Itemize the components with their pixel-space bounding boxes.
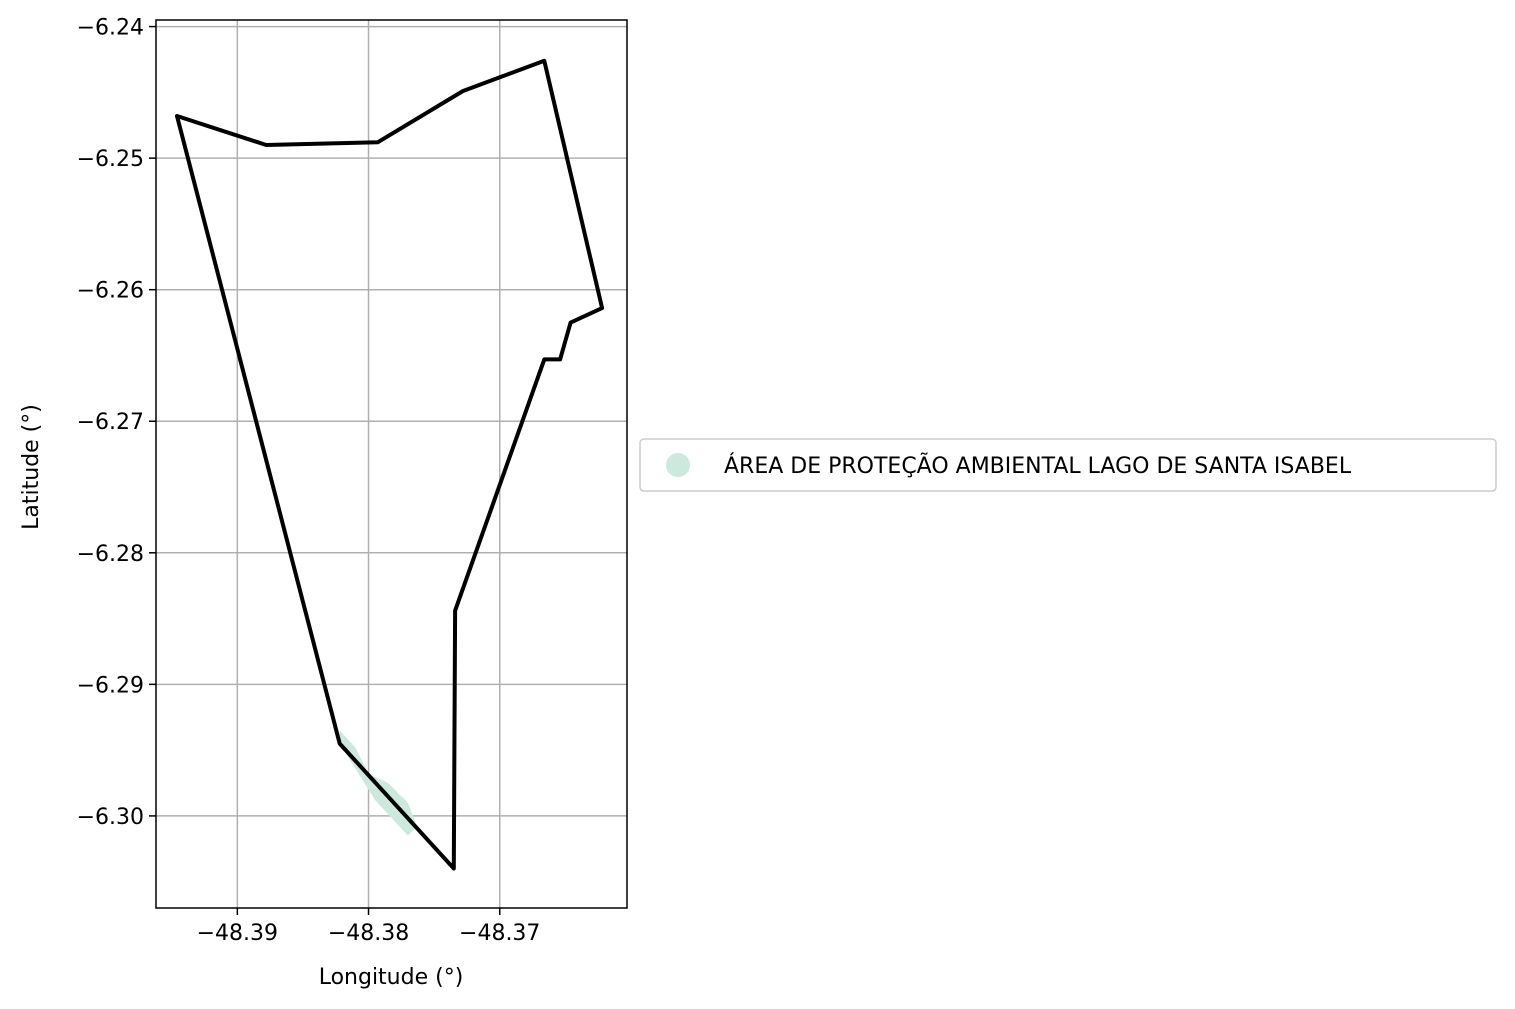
x-tick-label: −48.39 <box>197 921 278 946</box>
x-tick-label: −48.38 <box>328 921 409 946</box>
y-tick-label: −6.25 <box>77 147 144 172</box>
legend: ÁREA DE PROTEÇÃO AMBIENTAL LAGO DE SANTA… <box>639 438 1497 492</box>
y-tick-label: −6.30 <box>77 805 144 830</box>
map-shapes <box>175 58 605 871</box>
legend-box <box>639 438 1497 492</box>
legend-label: ÁREA DE PROTEÇÃO AMBIENTAL LAGO DE SANTA… <box>724 452 1352 479</box>
x-axis-title: Longitude (°) <box>319 965 464 990</box>
y-tick-label: −6.29 <box>77 673 144 698</box>
y-tick-label: −6.27 <box>77 410 144 435</box>
x-tick-label: −48.37 <box>459 921 540 946</box>
y-axis-title: Latitude (°) <box>19 404 44 530</box>
axes-frame <box>155 19 628 909</box>
y-tick-label: −6.24 <box>77 16 144 41</box>
boundary-outline <box>175 58 605 871</box>
legend-marker <box>666 453 690 477</box>
grid-lines <box>156 20 627 908</box>
y-tick-label: −6.28 <box>77 542 144 567</box>
axis-ticks: −48.39 −48.38 −48.37 −6.24 −6.25 −6.26 −6.27 −6… <box>77 16 541 946</box>
y-tick-label: −6.26 <box>77 279 144 304</box>
